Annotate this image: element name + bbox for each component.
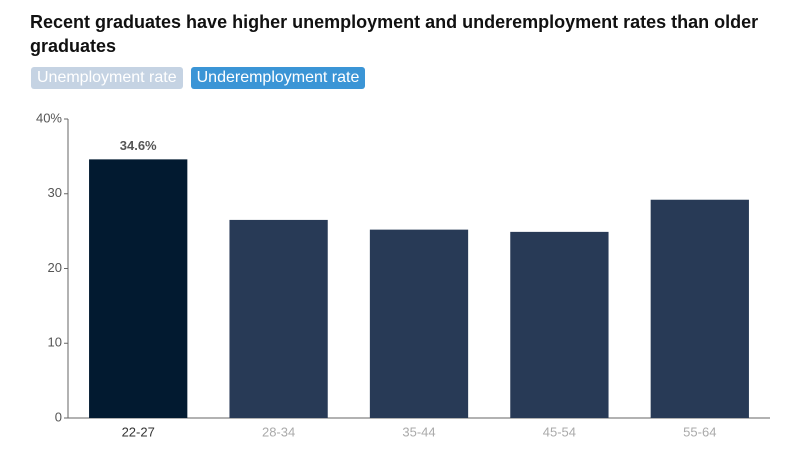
x-tick-label: 55-64 [683,424,716,439]
bar [229,219,328,418]
bar [650,199,749,418]
data-label: 34.6% [120,138,157,153]
toggle-button[interactable]: Unemployment rate [31,67,183,89]
x-tick-label: 35-44 [402,424,435,439]
bar [369,229,469,418]
y-tick-label: 30 [48,185,62,200]
y-tick-label: 0 [55,409,62,424]
toggle-group: Unemployment rate Underemployment rate [31,67,366,89]
y-tick-label: 40% [36,110,62,125]
bar [510,231,609,418]
bar [89,159,188,419]
x-tick-label: 22-27 [122,424,155,439]
x-tick-label: 45-54 [543,424,576,439]
x-tick-label: 28-34 [262,424,295,439]
y-tick-label: 20 [48,260,62,275]
y-tick-label: 10 [48,335,62,350]
toggle-button[interactable]: Underemployment rate [190,67,366,89]
chart-title: Recent graduates have higher unemploymen… [30,12,759,56]
